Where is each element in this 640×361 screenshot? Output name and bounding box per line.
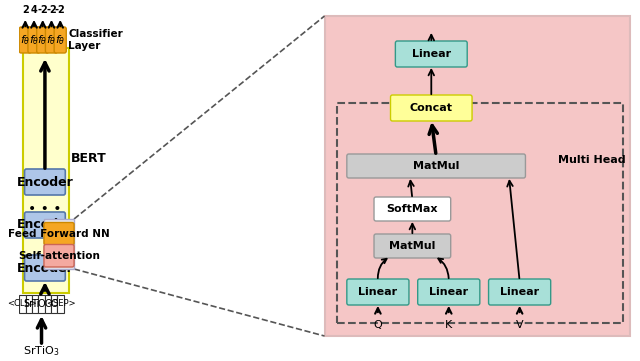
FancyBboxPatch shape: [24, 212, 65, 238]
Text: Feed Forward NN: Feed Forward NN: [8, 229, 110, 239]
Text: 4: 4: [31, 5, 37, 15]
FancyBboxPatch shape: [24, 255, 65, 281]
Text: -2: -2: [55, 5, 65, 15]
FancyBboxPatch shape: [26, 295, 32, 313]
Text: O: O: [51, 299, 58, 309]
FancyBboxPatch shape: [44, 222, 74, 245]
Text: 2: 2: [22, 5, 29, 15]
Text: Classifier
Layer: Classifier Layer: [68, 29, 123, 51]
Text: <CLS>: <CLS>: [8, 300, 37, 309]
FancyBboxPatch shape: [38, 295, 45, 313]
Text: Multi Head: Multi Head: [558, 155, 625, 165]
FancyBboxPatch shape: [374, 234, 451, 258]
Text: -2: -2: [46, 5, 57, 15]
Text: V: V: [516, 320, 524, 330]
Text: Encoder: Encoder: [17, 261, 74, 274]
FancyBboxPatch shape: [396, 41, 467, 67]
FancyBboxPatch shape: [24, 169, 65, 195]
Text: $f_\theta$: $f_\theta$: [20, 33, 31, 47]
FancyBboxPatch shape: [45, 295, 51, 313]
FancyBboxPatch shape: [19, 295, 26, 313]
Text: Ti: Ti: [31, 299, 39, 309]
FancyBboxPatch shape: [22, 48, 69, 293]
FancyBboxPatch shape: [44, 219, 74, 269]
FancyBboxPatch shape: [58, 295, 64, 313]
Text: Linear: Linear: [412, 49, 451, 59]
Text: SoftMax: SoftMax: [387, 204, 438, 214]
Text: Linear: Linear: [429, 287, 468, 297]
Text: -2: -2: [37, 5, 48, 15]
Text: $f_\theta$: $f_\theta$: [38, 33, 48, 47]
Text: Linear: Linear: [500, 287, 539, 297]
FancyBboxPatch shape: [36, 27, 49, 53]
FancyBboxPatch shape: [44, 244, 74, 267]
Text: <SEP>: <SEP>: [46, 300, 76, 309]
Text: O: O: [44, 299, 52, 309]
Text: SrTiO$_3$: SrTiO$_3$: [23, 344, 60, 358]
Text: $f_\theta$: $f_\theta$: [29, 33, 39, 47]
FancyBboxPatch shape: [19, 27, 31, 53]
Text: Linear: Linear: [358, 287, 397, 297]
Text: BERT: BERT: [71, 152, 107, 165]
Text: Concat: Concat: [410, 103, 452, 113]
Text: Self-attention: Self-attention: [18, 251, 100, 261]
Text: • • •: • • •: [28, 202, 61, 216]
FancyBboxPatch shape: [45, 27, 58, 53]
Text: Q: Q: [374, 320, 382, 330]
FancyBboxPatch shape: [28, 27, 40, 53]
Text: O: O: [38, 299, 45, 309]
FancyBboxPatch shape: [324, 16, 630, 336]
Text: Sr: Sr: [24, 299, 34, 309]
Text: Encoder: Encoder: [17, 218, 74, 231]
Text: $f_\theta$: $f_\theta$: [46, 33, 57, 47]
FancyBboxPatch shape: [418, 279, 480, 305]
FancyBboxPatch shape: [488, 279, 550, 305]
Text: K: K: [445, 320, 452, 330]
Text: Encoder: Encoder: [17, 175, 74, 188]
Text: MatMul: MatMul: [389, 241, 436, 251]
FancyBboxPatch shape: [374, 197, 451, 221]
FancyBboxPatch shape: [347, 154, 525, 178]
FancyBboxPatch shape: [347, 279, 409, 305]
FancyBboxPatch shape: [54, 27, 67, 53]
FancyBboxPatch shape: [32, 295, 38, 313]
FancyBboxPatch shape: [51, 295, 58, 313]
FancyBboxPatch shape: [390, 95, 472, 121]
Text: MatMul: MatMul: [413, 161, 460, 171]
Text: $f_\theta$: $f_\theta$: [55, 33, 65, 47]
